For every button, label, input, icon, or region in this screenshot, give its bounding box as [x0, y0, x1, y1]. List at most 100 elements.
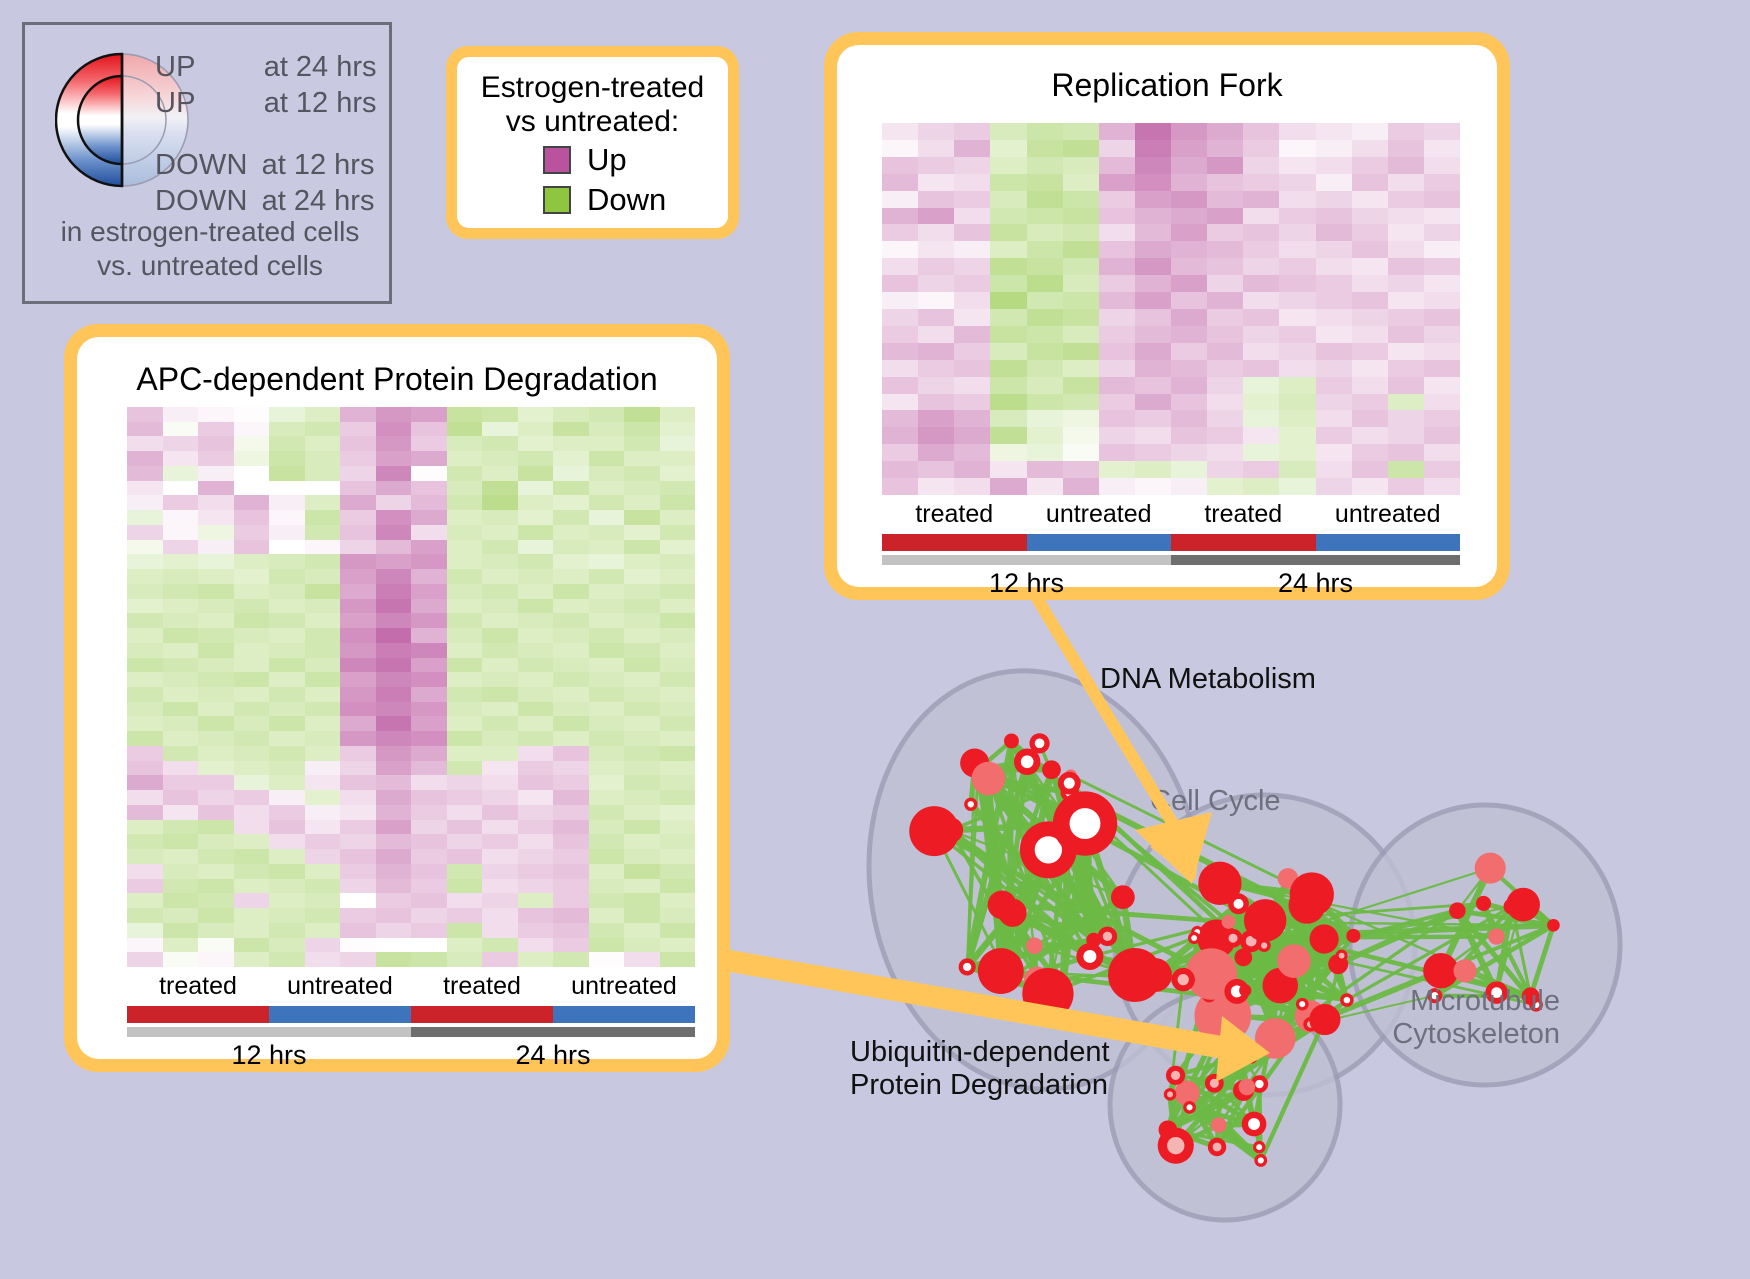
heatmap-cell — [918, 359, 955, 377]
network-node[interactable] — [1197, 919, 1236, 958]
heatmap-cell — [990, 275, 1027, 293]
heatmap-cell — [233, 804, 269, 820]
network-node[interactable] — [1243, 899, 1287, 942]
heatmap-cell — [269, 878, 305, 894]
heatmap-cell — [162, 834, 198, 850]
network-node[interactable] — [1174, 1080, 1200, 1106]
network-node[interactable] — [1042, 760, 1061, 780]
heatmap-cell — [340, 657, 376, 673]
heatmap-cell — [375, 569, 411, 584]
heatmap-cell — [1171, 224, 1208, 242]
heatmap-cell — [162, 583, 198, 599]
heatmap-cell — [162, 569, 198, 584]
network-node[interactable] — [1449, 902, 1466, 920]
network-node[interactable] — [1521, 987, 1540, 1006]
network-node[interactable] — [1488, 928, 1505, 945]
heatmap-cell — [162, 524, 198, 540]
network-node[interactable] — [1086, 932, 1102, 948]
heatmap-cell — [659, 775, 695, 791]
network-node[interactable] — [1238, 1078, 1256, 1096]
heatmap-cell — [198, 775, 234, 791]
heatmap-cell — [659, 657, 695, 673]
network-node-core — [1167, 1136, 1185, 1155]
heatmap-cell — [1423, 427, 1460, 445]
network-node[interactable] — [1221, 914, 1236, 929]
network-node[interactable] — [1289, 872, 1334, 917]
heatmap-cell — [1279, 190, 1316, 208]
heatmap-cell — [553, 672, 589, 687]
heatmap-cell — [1171, 427, 1208, 445]
network-node[interactable] — [1506, 887, 1540, 922]
heatmap-cell — [1026, 275, 1063, 293]
heatmap-cell — [1171, 275, 1208, 293]
heatmap-cell — [482, 819, 518, 835]
heatmap-cell — [588, 569, 624, 584]
network-node[interactable] — [1004, 733, 1019, 749]
heatmap-cell — [162, 613, 198, 629]
bar-treated-24 — [1171, 534, 1316, 551]
network-node[interactable] — [998, 898, 1027, 927]
network-node[interactable] — [1453, 959, 1477, 983]
up-down-color-wheel-icon — [55, 52, 189, 188]
heatmap-cell — [1387, 275, 1424, 293]
heatmap-cell — [127, 922, 163, 938]
network-node[interactable] — [1198, 861, 1242, 906]
heatmap-cell — [659, 613, 695, 629]
heatmap-cell — [1387, 359, 1424, 377]
heatmap-cell — [1243, 308, 1280, 326]
heatmap-cell — [269, 804, 305, 820]
network-node[interactable] — [977, 948, 1024, 994]
network-node[interactable] — [1110, 885, 1135, 910]
heatmap-cell — [375, 790, 411, 805]
network-node[interactable] — [1054, 980, 1071, 997]
heatmap-cell — [127, 436, 163, 452]
heatmap-cell — [624, 952, 660, 967]
network-node[interactable] — [1474, 852, 1506, 884]
heatmap-cell — [553, 554, 589, 570]
heatmap-cell — [1171, 393, 1208, 411]
network-node[interactable] — [1423, 953, 1459, 989]
heatmap-cell — [990, 478, 1027, 495]
heatmap-cell — [127, 834, 163, 850]
network-node[interactable] — [971, 761, 1006, 796]
network-node[interactable] — [1547, 918, 1560, 932]
network-node[interactable] — [1346, 928, 1361, 943]
heatmap-cell — [954, 325, 991, 343]
heatmap-cell — [482, 598, 518, 614]
heatmap-cell — [553, 451, 589, 466]
heatmap-cell — [127, 583, 163, 599]
heatmap-cell — [553, 937, 589, 953]
heatmap-cell — [517, 893, 553, 909]
network-node[interactable] — [937, 817, 964, 844]
legend-item-down: Down — [543, 182, 712, 218]
network-node[interactable] — [1309, 1003, 1341, 1036]
heatmap-cell — [1279, 461, 1316, 479]
network-node[interactable] — [1475, 895, 1492, 911]
heatmap-cell — [990, 427, 1027, 445]
heatmap-cell — [882, 444, 919, 462]
heatmap-cell — [198, 642, 234, 658]
heatmap-cell — [127, 745, 163, 761]
heatmap-cell — [446, 642, 482, 658]
heatmap-cell — [340, 878, 376, 894]
heatmap-cell — [1062, 207, 1099, 225]
heatmap-cell — [127, 451, 163, 466]
heatmap-cell — [1207, 156, 1244, 174]
network-node[interactable] — [1239, 984, 1252, 997]
heatmap-cell — [517, 922, 553, 938]
heatmap-cell — [198, 554, 234, 570]
network-node[interactable] — [1138, 958, 1172, 992]
network-node[interactable] — [1309, 924, 1339, 954]
heatmap-cell — [375, 524, 411, 540]
network-node[interactable] — [1254, 1018, 1296, 1059]
network-node[interactable] — [1026, 937, 1043, 955]
heatmap-cell — [198, 849, 234, 864]
color-key-caption-line2: vs. untreated cells — [97, 250, 323, 282]
network-node[interactable] — [1277, 944, 1311, 978]
network-node[interactable] — [1210, 1117, 1227, 1133]
heatmap-cell — [1062, 478, 1099, 495]
heatmap-cell — [1098, 139, 1135, 157]
heatmap-cell — [482, 510, 518, 525]
heatmap-cell — [1423, 190, 1460, 208]
heatmap-cell — [340, 421, 376, 437]
